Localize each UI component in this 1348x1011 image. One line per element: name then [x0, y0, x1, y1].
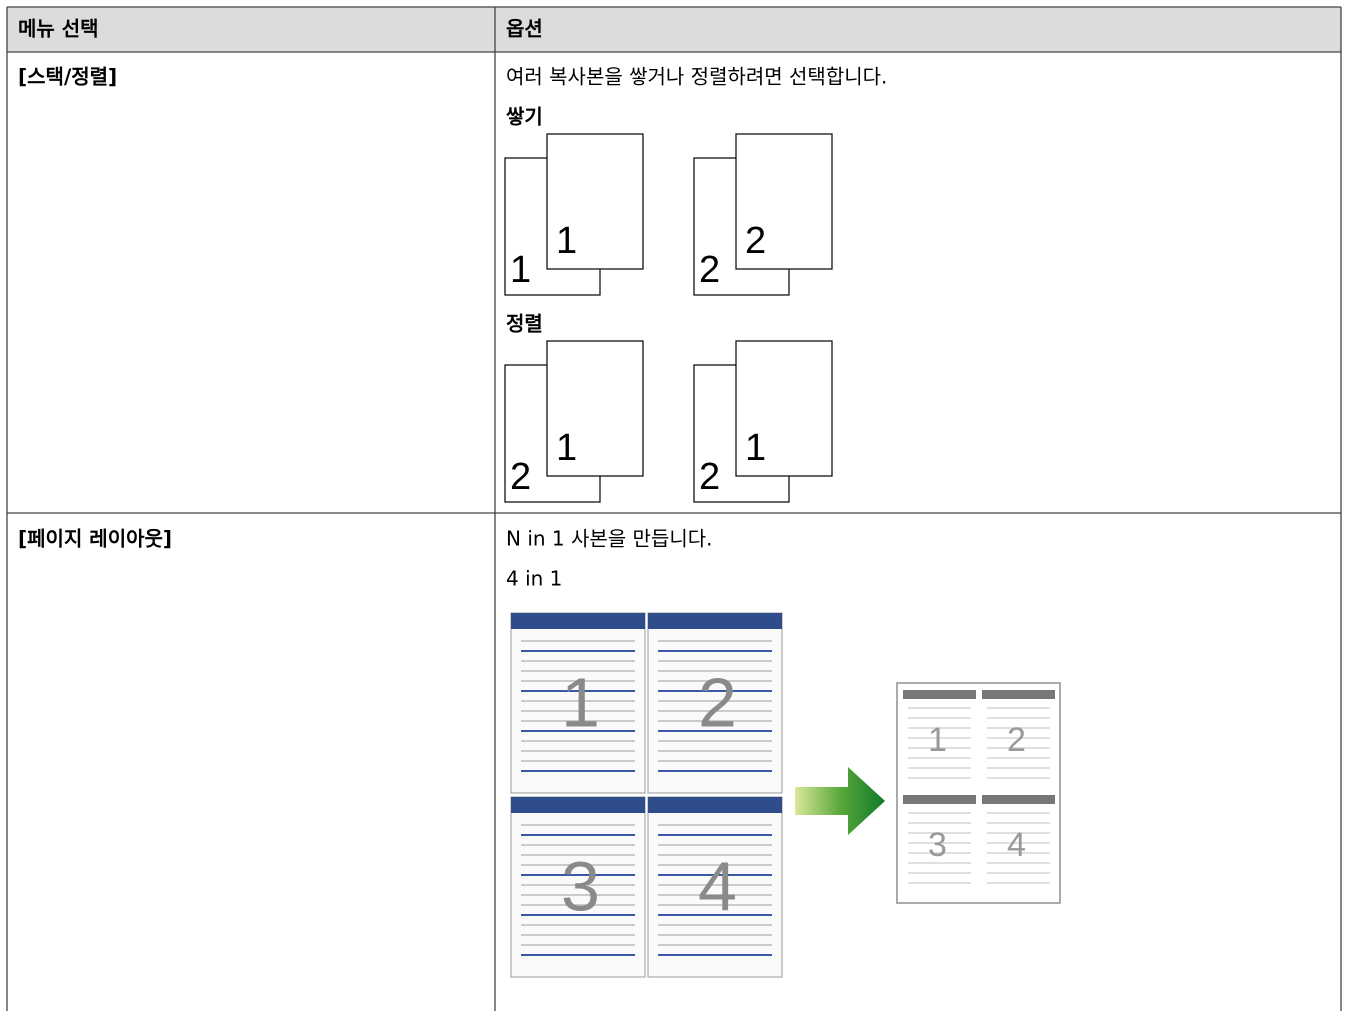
page — [546, 340, 644, 477]
page-number: 1 — [510, 249, 531, 291]
header-cell: 메뉴 선택 — [18, 17, 99, 41]
page-number: 1 — [556, 427, 577, 469]
section-title: 쌓기 — [506, 105, 543, 129]
page-number: 2 — [699, 456, 720, 498]
mini-page-number: 4 — [1007, 826, 1026, 864]
page-number: 3 — [561, 847, 600, 925]
page-number: 4 — [698, 847, 737, 925]
output-page — [896, 682, 1061, 904]
table-lines — [6, 6, 1342, 1011]
page-header-bar — [648, 613, 782, 629]
page-number: 2 — [699, 249, 720, 291]
page-number: 2 — [745, 220, 766, 262]
page-number: 2 — [510, 456, 531, 498]
section-title: 4 in 1 — [506, 567, 562, 591]
menu-item: [페이지 레이아웃] — [18, 527, 172, 551]
header-bg — [7, 7, 1341, 52]
mini-page-number: 1 — [928, 721, 947, 759]
section-title: 정렬 — [506, 312, 543, 336]
page-header-bar — [511, 613, 645, 629]
source-page — [647, 612, 783, 794]
mini-header — [982, 690, 1055, 699]
page — [735, 340, 833, 477]
source-page — [510, 612, 646, 794]
mini-header — [903, 690, 976, 699]
mini-header — [903, 795, 976, 804]
page-header-bar — [648, 797, 782, 813]
header-cell: 옵션 — [506, 17, 543, 41]
page-number: 1 — [561, 663, 600, 741]
page — [546, 133, 644, 270]
mini-page-number: 2 — [1007, 721, 1026, 759]
description: 여러 복사본을 쌓거나 정렬하려면 선택합니다. — [506, 65, 887, 89]
page-header-bar — [511, 797, 645, 813]
page-number: 2 — [698, 663, 737, 741]
menu-item: [스택/정렬] — [18, 65, 117, 89]
description: N in 1 사본을 만듭니다. — [506, 527, 713, 551]
source-page — [510, 796, 646, 978]
page — [735, 133, 833, 270]
source-page — [647, 796, 783, 978]
mini-page-number: 3 — [928, 826, 947, 864]
mini-header — [982, 795, 1055, 804]
arrow — [795, 767, 885, 835]
page-number: 1 — [556, 220, 577, 262]
page-number: 1 — [745, 427, 766, 469]
